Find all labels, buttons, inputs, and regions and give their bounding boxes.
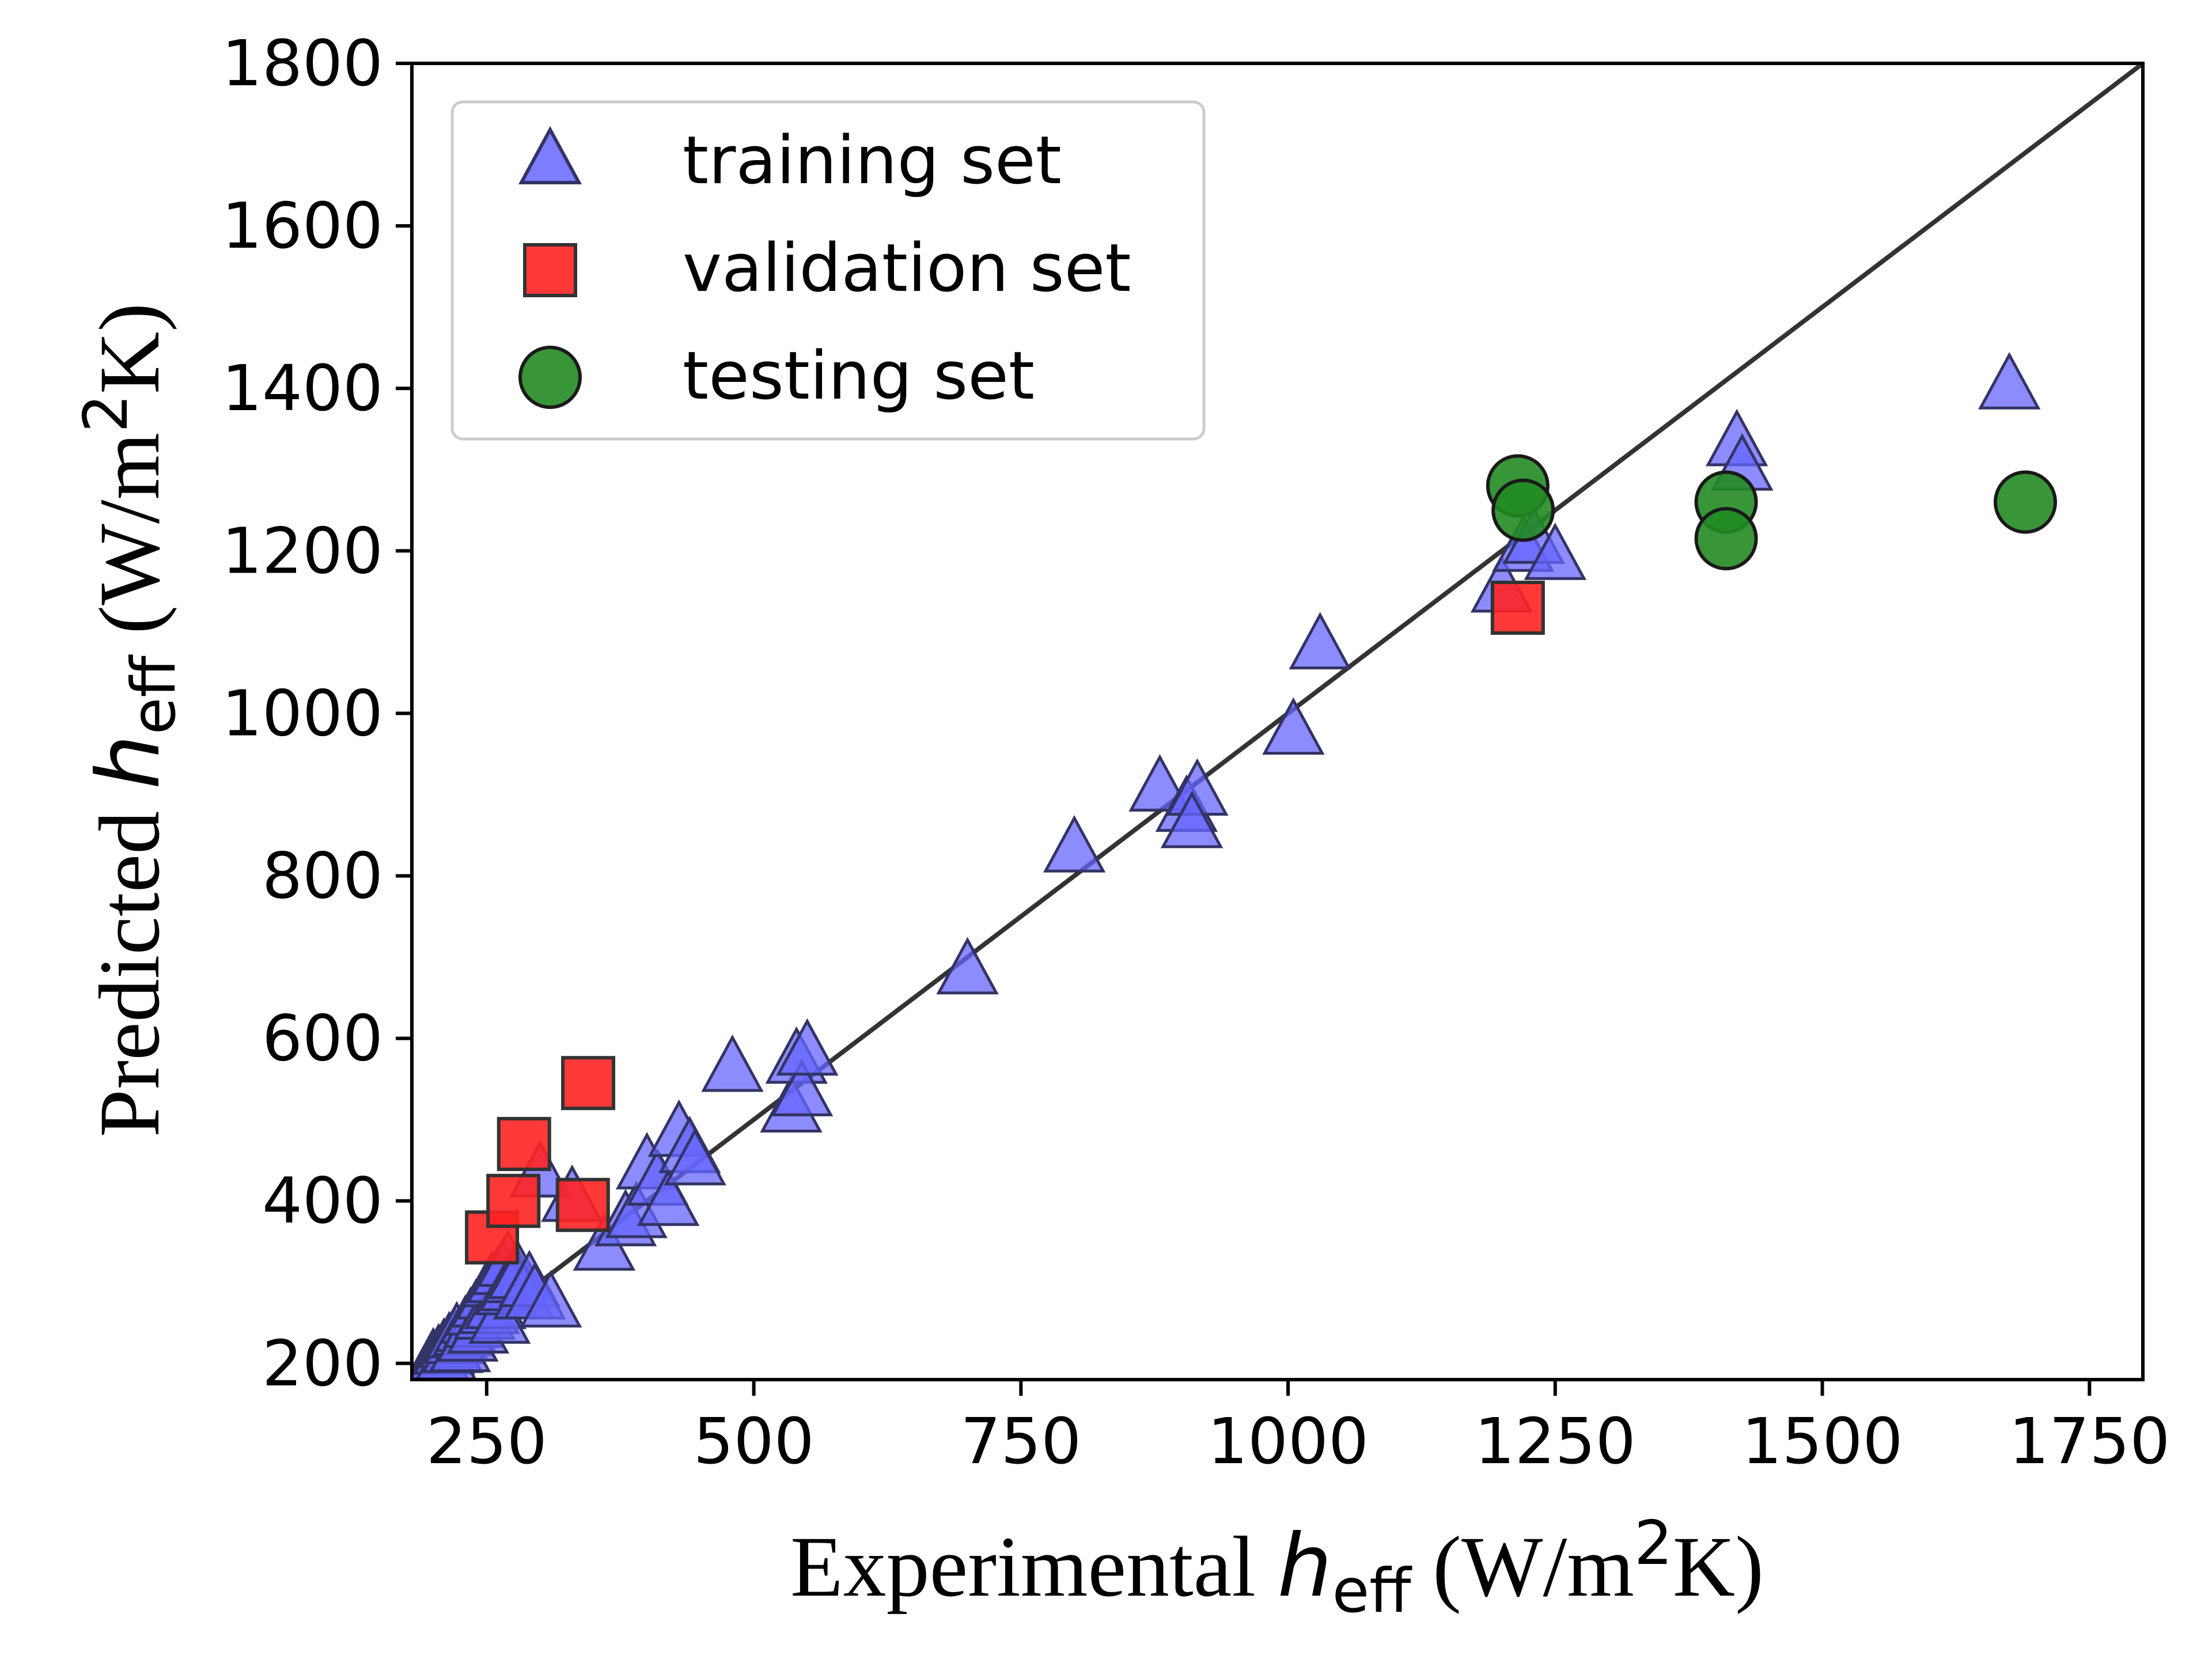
y-axis-title: Predicted heff (W/m2K) (71, 303, 189, 1137)
y-tick-label: 400 (262, 1164, 383, 1238)
legend-box (450, 100, 1206, 441)
y-axis-ticks: 200 400 600 800 1000 1200 1400 1600 1800 (222, 26, 412, 1400)
x-axis-title-subscript: eff (1332, 1556, 1413, 1626)
training-point (770, 1059, 834, 1116)
training-point (776, 1018, 839, 1076)
validation-point (555, 1177, 610, 1232)
x-tick-label: 1000 (1207, 1404, 1369, 1478)
training-point (1043, 815, 1106, 873)
y-tick-label: 1800 (222, 26, 383, 100)
training-point (664, 1127, 726, 1185)
y-axis-title-subscript: eff (119, 654, 189, 735)
x-axis-title-unit: (W/m (1411, 1519, 1634, 1615)
y-tick-label: 1200 (222, 514, 383, 588)
y-tick-label: 600 (262, 1002, 383, 1075)
x-axis-title-symbol: h (1278, 1516, 1332, 1616)
y-tick-label: 800 (262, 839, 383, 912)
x-tick-label: 1250 (1475, 1404, 1636, 1478)
training-point (701, 1034, 764, 1092)
y-tick-label: 1400 (222, 351, 383, 425)
x-tick-label: 250 (426, 1404, 547, 1478)
training-point (519, 1270, 582, 1328)
data-points (412, 351, 2057, 1380)
x-axis-title-unit-close: K) (1673, 1519, 1764, 1615)
training-point (1524, 522, 1586, 580)
y-axis-title-unit-close: K) (82, 303, 177, 394)
y-axis-title-prefix: Predicted (82, 789, 177, 1137)
training-point (1289, 612, 1351, 670)
y-tick-label: 1000 (222, 676, 383, 750)
x-axis-title-prefix: Experimental (790, 1519, 1278, 1615)
legend-label-testing: testing set (683, 338, 1035, 415)
x-tick-label: 1500 (1742, 1404, 1903, 1478)
testing-point (1491, 478, 1555, 542)
x-tick-label: 1750 (2009, 1404, 2170, 1478)
training-point (637, 1168, 700, 1226)
y-axis-title-sup: 2 (71, 394, 141, 433)
y-tick-label: 200 (262, 1327, 383, 1400)
legend-marker-triangle (518, 126, 582, 184)
legend-marker-circle (518, 346, 582, 409)
testing-point (1694, 507, 1758, 571)
training-point (1978, 351, 2041, 410)
testing-point (1993, 470, 2057, 534)
x-axis-ticks: 250 500 750 1000 1250 1500 1750 (426, 1380, 2170, 1478)
plot-frame (410, 62, 2145, 1381)
training-point (1262, 697, 1325, 755)
legend-marker-square (523, 243, 577, 297)
x-axis-title: Experimental heff (W/m2K) (790, 1508, 1764, 1626)
legend-label-validation: validation set (683, 230, 1131, 307)
y-tick-label: 1600 (222, 189, 383, 263)
x-tick-label: 500 (694, 1404, 815, 1478)
training-point (1128, 754, 1191, 812)
x-tick-label: 750 (960, 1404, 1081, 1478)
x-axis-title-sup: 2 (1634, 1508, 1673, 1578)
legend: training set validation set testing set (450, 100, 1206, 441)
training-point (1160, 790, 1224, 849)
legend-label-training: training set (683, 122, 1062, 199)
validation-point (1490, 581, 1545, 635)
y-axis-title-unit: (W/m (82, 433, 177, 656)
y-axis-title-symbol: h (79, 734, 179, 789)
validation-point (497, 1116, 551, 1171)
training-point (936, 937, 999, 995)
validation-point (486, 1173, 541, 1228)
validation-point (561, 1056, 616, 1111)
